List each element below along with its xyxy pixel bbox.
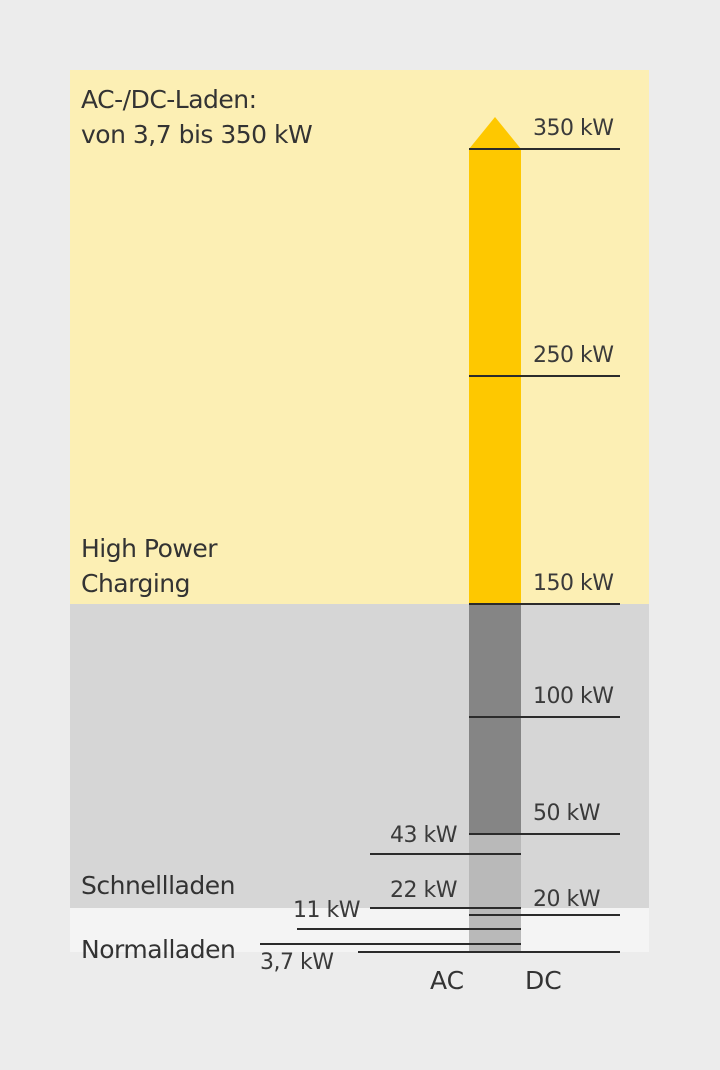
tick-11	[297, 928, 521, 930]
baseline	[358, 951, 620, 953]
ac-label-3-7: 3,7 kW	[260, 950, 334, 975]
high-power-charging-zone	[70, 70, 649, 604]
normal-zone-label: Normalladen	[81, 935, 236, 964]
ac-label-22: 22 kW	[390, 878, 457, 903]
tick-150	[469, 603, 620, 605]
hpc-zone-label-line1: High Power	[81, 534, 218, 563]
tick-22	[370, 907, 521, 909]
axis-label-dc: DC	[525, 966, 562, 995]
axis-label-ac: AC	[430, 966, 465, 995]
fast-charging-zone	[70, 604, 649, 908]
tick-350	[469, 148, 620, 150]
dc-label-50: 50 kW	[533, 801, 600, 826]
dc-label-350: 350 kW	[533, 116, 614, 141]
header-title-line1: AC-/DC-Laden:	[81, 85, 257, 114]
dc-label-150: 150 kW	[533, 571, 614, 596]
arrow-up-icon	[469, 117, 521, 149]
dc-label-100: 100 kW	[533, 684, 614, 709]
tick-250	[469, 375, 620, 377]
hpc-zone-label-line2: Charging	[81, 569, 191, 598]
tick-100	[469, 716, 620, 718]
fast-zone-label: Schnellladen	[81, 871, 235, 900]
header-title-line2: von 3,7 bis 350 kW	[81, 120, 313, 149]
fast-power-bar	[469, 604, 521, 835]
tick-43	[370, 853, 521, 855]
ac-label-43: 43 kW	[390, 823, 457, 848]
ac-label-11: 11 kW	[293, 898, 360, 923]
tick-3-7	[260, 943, 521, 945]
dc-label-250: 250 kW	[533, 343, 614, 368]
tick-20	[469, 914, 620, 916]
dc-label-20: 20 kW	[533, 887, 600, 912]
tick-50	[469, 833, 620, 835]
